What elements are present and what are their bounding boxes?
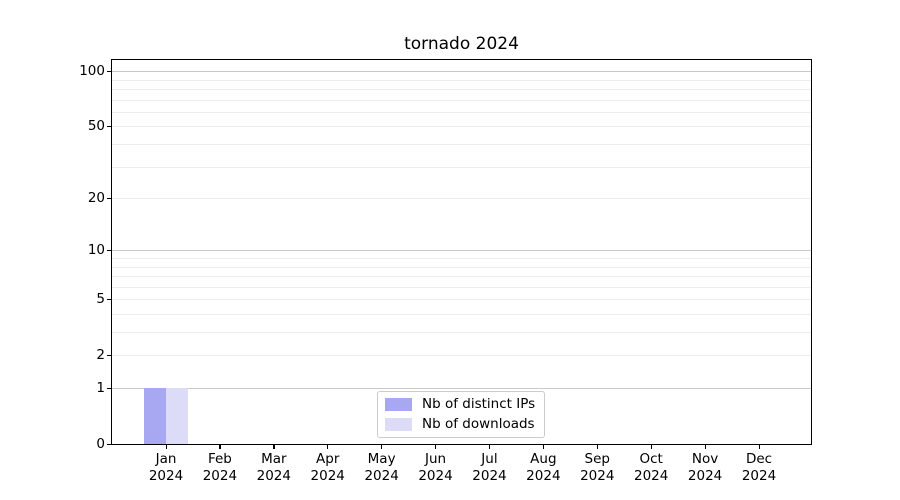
gridline-minor [112,126,811,128]
x-tick-month: Aug [530,451,557,467]
x-tick-mark [704,445,706,449]
x-tick-label: Sep 2024 [565,451,629,485]
y-tick-label: 100 [79,63,105,80]
x-tick-mark [596,445,598,449]
legend: Nb of distinct IPs Nb of downloads [377,391,546,438]
x-tick-label: Apr 2024 [296,451,360,485]
y-tick-mark [107,197,111,199]
y-tick-label: 5 [96,291,105,308]
legend-swatch [385,418,412,431]
x-tick-year: 2024 [148,468,184,484]
gridline-minor [112,198,811,200]
y-tick-mark [107,354,111,356]
chart-title: tornado 2024 [404,34,519,54]
legend-item: Nb of downloads [385,417,535,432]
gridline-minor [112,144,811,145]
x-tick-year: 2024 [202,468,238,484]
x-tick-mark [273,445,275,449]
x-tick-mark [219,445,221,449]
x-tick-label: Jun 2024 [404,451,468,485]
x-tick-year: 2024 [633,468,669,484]
x-tick-label: Mar 2024 [242,451,306,485]
x-tick-label: Oct 2024 [619,451,683,485]
legend-label: Nb of distinct IPs [422,396,536,412]
gridline-major [112,71,811,73]
y-tick-label: 10 [87,242,105,259]
x-tick-mark [327,445,329,449]
x-tick-mark [488,445,491,449]
gridline-minor [112,111,811,113]
gridline-minor [112,258,811,259]
x-tick-mark [650,445,652,449]
y-tick-mark [107,125,111,128]
x-tick-month: Jun [424,451,447,467]
x-tick-month: Apr [316,451,340,467]
y-tick-label: 0 [96,436,105,452]
gridline-minor [112,276,811,277]
gridline-minor [112,89,811,90]
x-tick-year: 2024 [310,468,345,484]
gridline-minor [112,355,811,357]
y-tick-mark [107,70,111,72]
x-tick-year: 2024 [741,468,777,484]
gridline-minor [112,332,811,333]
y-tick-label: 1 [96,380,105,396]
y-tick-label: 50 [87,118,105,135]
y-tick-mark [107,443,111,445]
x-tick-month: Dec [745,451,773,467]
legend-label: Nb of downloads [422,416,535,432]
y-tick-mark [107,249,111,251]
x-tick-mark [165,445,167,449]
x-tick-month: Oct [639,451,663,467]
x-tick-month: Sep [584,451,610,467]
legend-item: Nb of distinct IPs [385,397,535,412]
x-tick-label: Feb 2024 [188,451,252,485]
x-tick-label: Aug 2024 [511,451,575,485]
x-tick-year: 2024 [364,468,399,484]
x-tick-mark [435,445,437,449]
gridline-minor [112,99,811,101]
x-tick-year: 2024 [418,468,453,484]
x-tick-label: Jul 2024 [457,451,521,485]
x-tick-mark [381,445,383,449]
x-tick-mark [542,445,545,449]
x-tick-month: Jul [481,451,498,467]
x-tick-label: Jan 2024 [134,451,198,485]
x-tick-year: 2024 [256,468,291,484]
x-tick-year: 2024 [687,468,723,484]
gridline-minor [112,166,811,168]
x-tick-mark [758,445,760,449]
gridline-minor [112,266,811,268]
y-tick-mark [107,387,111,389]
plot-area [111,59,812,445]
gridline-minor [112,299,811,301]
x-tick-year: 2024 [580,468,615,484]
bar-nb-of-distinct-ips [144,388,166,444]
gridline-minor [112,79,811,81]
y-tick-label: 20 [87,190,105,207]
x-tick-month: Mar [261,451,287,467]
bar-nb-of-downloads [166,388,188,444]
x-tick-label: Nov 2024 [673,451,737,485]
y-tick-mark [107,298,111,300]
x-tick-month: Jan [155,451,177,467]
x-tick-month: Feb [207,451,232,467]
gridline-minor [112,286,811,288]
gridline-major [112,250,811,252]
x-tick-month: May [367,451,396,467]
x-tick-year: 2024 [472,468,507,484]
x-tick-month: Nov [691,451,719,467]
gridline-major [112,388,811,389]
x-tick-label: Dec 2024 [727,451,791,485]
x-tick-year: 2024 [526,468,561,484]
gridline-minor [112,314,811,315]
legend-swatch [385,398,412,411]
x-tick-label: May 2024 [350,451,414,485]
y-tick-label: 2 [96,347,105,364]
